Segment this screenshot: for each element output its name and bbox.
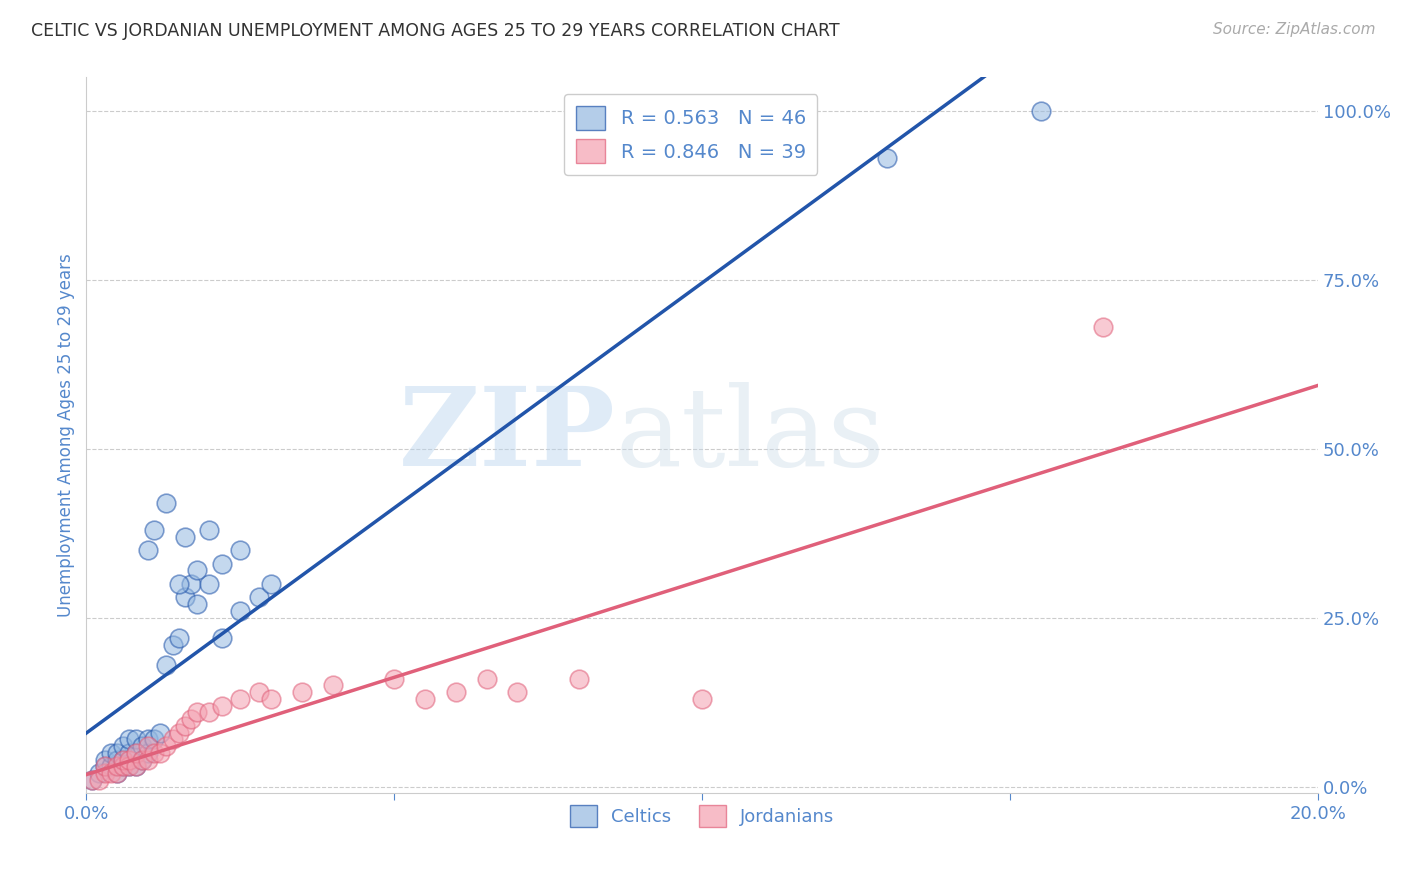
- Point: [131, 753, 153, 767]
- Point: [112, 739, 135, 753]
- Point: [118, 759, 141, 773]
- Point: [112, 759, 135, 773]
- Point: [112, 753, 135, 767]
- Point: [162, 638, 184, 652]
- Point: [136, 739, 159, 753]
- Y-axis label: Unemployment Among Ages 25 to 29 years: Unemployment Among Ages 25 to 29 years: [58, 253, 75, 617]
- Point: [229, 691, 252, 706]
- Text: CELTIC VS JORDANIAN UNEMPLOYMENT AMONG AGES 25 TO 29 YEARS CORRELATION CHART: CELTIC VS JORDANIAN UNEMPLOYMENT AMONG A…: [31, 22, 839, 40]
- Point: [118, 759, 141, 773]
- Point: [173, 530, 195, 544]
- Point: [100, 766, 122, 780]
- Point: [173, 719, 195, 733]
- Point: [198, 706, 221, 720]
- Text: atlas: atlas: [616, 382, 886, 489]
- Point: [186, 564, 208, 578]
- Point: [105, 759, 128, 773]
- Point: [180, 577, 202, 591]
- Point: [105, 766, 128, 780]
- Point: [211, 557, 233, 571]
- Point: [136, 746, 159, 760]
- Point: [94, 759, 117, 773]
- Point: [124, 746, 146, 760]
- Point: [124, 759, 146, 773]
- Point: [180, 712, 202, 726]
- Point: [131, 753, 153, 767]
- Point: [131, 739, 153, 753]
- Point: [112, 759, 135, 773]
- Point: [124, 732, 146, 747]
- Point: [247, 591, 270, 605]
- Point: [1091, 320, 1114, 334]
- Point: [155, 739, 177, 753]
- Point: [94, 759, 117, 773]
- Point: [155, 658, 177, 673]
- Point: [690, 691, 713, 706]
- Point: [506, 685, 529, 699]
- Point: [136, 753, 159, 767]
- Point: [382, 672, 405, 686]
- Point: [100, 759, 122, 773]
- Point: [211, 631, 233, 645]
- Point: [167, 725, 190, 739]
- Point: [82, 772, 104, 787]
- Point: [475, 672, 498, 686]
- Point: [143, 746, 166, 760]
- Point: [167, 631, 190, 645]
- Point: [124, 746, 146, 760]
- Point: [94, 753, 117, 767]
- Point: [876, 152, 898, 166]
- Text: Source: ZipAtlas.com: Source: ZipAtlas.com: [1212, 22, 1375, 37]
- Point: [112, 753, 135, 767]
- Point: [143, 732, 166, 747]
- Point: [149, 725, 172, 739]
- Point: [173, 591, 195, 605]
- Point: [87, 766, 110, 780]
- Point: [229, 543, 252, 558]
- Point: [118, 732, 141, 747]
- Legend: Celtics, Jordanians: Celtics, Jordanians: [562, 798, 842, 834]
- Point: [260, 691, 283, 706]
- Point: [229, 604, 252, 618]
- Point: [444, 685, 467, 699]
- Point: [105, 753, 128, 767]
- Point: [162, 732, 184, 747]
- Point: [211, 698, 233, 713]
- Point: [94, 766, 117, 780]
- Point: [149, 746, 172, 760]
- Point: [105, 746, 128, 760]
- Point: [186, 597, 208, 611]
- Point: [568, 672, 591, 686]
- Point: [1029, 104, 1052, 119]
- Text: ZIP: ZIP: [399, 382, 616, 489]
- Point: [291, 685, 314, 699]
- Point: [100, 746, 122, 760]
- Point: [136, 732, 159, 747]
- Point: [124, 759, 146, 773]
- Point: [155, 496, 177, 510]
- Point: [186, 706, 208, 720]
- Point: [118, 753, 141, 767]
- Point: [198, 523, 221, 537]
- Point: [136, 543, 159, 558]
- Point: [167, 577, 190, 591]
- Point: [143, 523, 166, 537]
- Point: [118, 746, 141, 760]
- Point: [198, 577, 221, 591]
- Point: [260, 577, 283, 591]
- Point: [82, 772, 104, 787]
- Point: [105, 766, 128, 780]
- Point: [247, 685, 270, 699]
- Point: [322, 678, 344, 692]
- Point: [413, 691, 436, 706]
- Point: [87, 772, 110, 787]
